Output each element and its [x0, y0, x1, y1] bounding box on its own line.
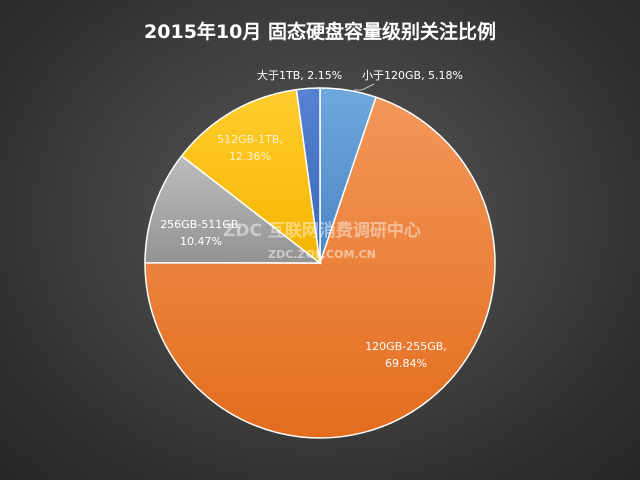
chart-title: 2015年10月 固态硬盘容量级别关注比例 — [144, 20, 496, 43]
pie-slices — [144, 87, 496, 439]
watermark-text: ZDC 互联网消费调研中心 — [223, 220, 421, 241]
pie-slice-256gb-511gb — [144, 154, 323, 264]
pie-slice-512gb-1tb — [180, 88, 321, 265]
pie-labels: 小于120GB, 5.18% 120GB-255GB, 69.84% 256GB-51… — [160, 68, 463, 370]
data-label-512gb-1tb: 512GB-1TB, 12.36% — [217, 133, 283, 163]
pie-slice-120gb-255gb — [144, 96, 496, 439]
leader-line-120gb — [354, 83, 375, 91]
data-label-256gb-511gb: 256GB-511GB, 10.47% — [160, 218, 242, 248]
watermark-subtext: ZDC.ZOL.COM.CN — [268, 248, 376, 261]
pie-slice-1tb — [295, 87, 321, 264]
data-label-120gb-255gb: 120GB-255GB, 69.84% — [365, 340, 447, 370]
data-label-120gb: 小于120GB, 5.18% — [362, 69, 463, 82]
data-label-1tb: 大于1TB, 2.15% — [257, 68, 342, 82]
watermark: ZDC 互联网消费调研中心 ZDC.ZOL.COM.CN — [223, 220, 421, 261]
